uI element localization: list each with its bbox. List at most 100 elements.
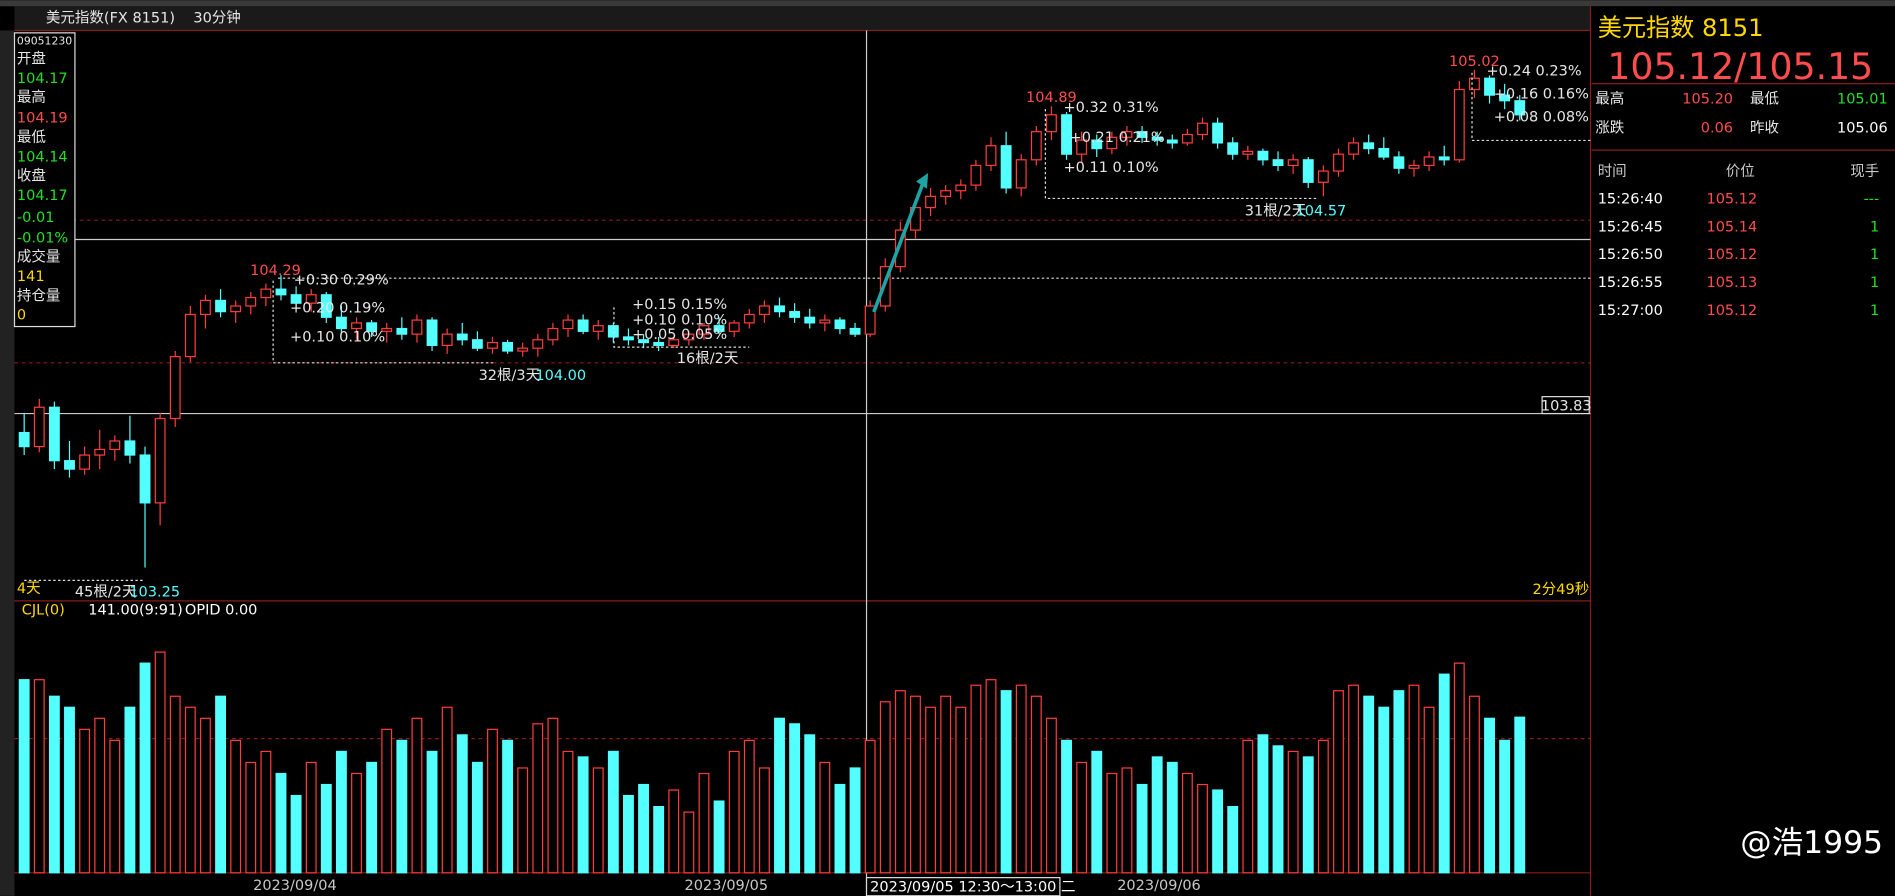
candle-body xyxy=(1363,142,1375,150)
volume-bar xyxy=(1302,756,1314,874)
tick-price: 105.14 xyxy=(1706,219,1757,235)
volume-bar xyxy=(683,811,695,874)
info-value: 104.14 xyxy=(17,149,68,165)
volume-bar xyxy=(1076,761,1088,874)
info-label: 持仓量 xyxy=(17,287,61,304)
volume-bar xyxy=(940,695,952,874)
volume-bar xyxy=(1121,767,1133,874)
volume-bar xyxy=(109,739,121,874)
tick-volume: 1 xyxy=(1870,275,1879,291)
quote-title: 美元指数 8151 xyxy=(1598,14,1764,42)
candle-body xyxy=(955,184,967,192)
cursor-time: 2023/09/05 12:30～13:00 二 xyxy=(870,879,1075,895)
price-box xyxy=(1541,396,1590,415)
candle-body xyxy=(245,296,257,307)
volume-bar xyxy=(1453,662,1465,874)
table-header: 时间 xyxy=(1598,163,1627,180)
volume-bar xyxy=(1317,739,1329,874)
annotation: 4天 xyxy=(17,581,41,597)
annotation: 45根/2天 xyxy=(75,583,137,600)
candle-body xyxy=(169,356,181,420)
candle-body xyxy=(305,294,317,304)
candle-body xyxy=(925,195,937,209)
candle-body xyxy=(230,305,242,313)
volume-bar xyxy=(1242,739,1254,874)
annotation: +0.05 0.05% xyxy=(632,327,727,343)
candle-body xyxy=(139,454,151,504)
candle-body xyxy=(894,229,906,268)
volume-bar xyxy=(864,739,876,874)
volume-bar xyxy=(577,756,589,874)
bracket xyxy=(1044,109,1318,200)
candle-body xyxy=(1257,150,1269,161)
candle-body xyxy=(789,311,801,318)
annotation: 103.25 xyxy=(129,584,180,600)
info-value: -0.01% xyxy=(17,230,68,246)
candle-body xyxy=(1302,159,1314,183)
candle-body xyxy=(713,325,725,332)
tick-price: 105.12 xyxy=(1706,247,1757,263)
candle-body xyxy=(683,333,695,341)
quote-value: 105.01 xyxy=(1837,91,1888,107)
candle-body xyxy=(623,336,634,341)
volume-bar xyxy=(139,662,151,874)
volume-bar xyxy=(819,761,831,874)
volume-bar xyxy=(789,723,801,874)
volume-bar xyxy=(230,739,242,874)
volume-bar xyxy=(623,794,634,874)
volume-bar xyxy=(1091,750,1103,874)
volume-bar xyxy=(1287,750,1299,874)
volume-bar xyxy=(471,761,483,874)
volume-bar xyxy=(532,723,544,874)
annotations: 104.29 +0.30 0.29% +0.20 0.19% +0.10 0.1… xyxy=(17,54,1592,619)
volume-bar xyxy=(1408,684,1420,874)
volume-bar xyxy=(33,679,45,874)
candle-body xyxy=(1197,122,1208,136)
volume-bar xyxy=(743,739,755,874)
quote-price: 105.12/105.15 xyxy=(1607,45,1873,88)
info-label: 开盘 xyxy=(17,49,46,67)
candle-body xyxy=(1212,122,1224,144)
candle-body xyxy=(532,339,544,349)
candle-body xyxy=(320,294,332,318)
x-label: 2023/09/06 xyxy=(1117,878,1201,894)
volume-bar xyxy=(335,750,347,874)
candle-body xyxy=(109,440,121,451)
volume-bar xyxy=(849,767,861,874)
annotation: 105.02 xyxy=(1449,54,1500,70)
candle-body xyxy=(48,406,60,462)
annotation: 104.89 xyxy=(1026,90,1077,106)
volume-bar xyxy=(411,717,423,874)
info-value: 141 xyxy=(17,269,45,285)
volume-bar xyxy=(169,695,181,874)
candle-body xyxy=(592,325,604,332)
candles xyxy=(18,69,1526,874)
tick-volume: 1 xyxy=(1870,247,1879,263)
candle-body xyxy=(517,347,529,352)
volume-bar xyxy=(260,750,272,874)
volume-bar xyxy=(910,695,921,874)
volume-bar xyxy=(48,695,60,874)
bracket xyxy=(272,280,496,364)
tick-time: 15:27:00 xyxy=(1598,303,1663,319)
candle-body xyxy=(1227,142,1239,155)
brackets xyxy=(24,72,1473,581)
candle-body xyxy=(1076,139,1088,155)
volume-bar xyxy=(1151,756,1163,874)
indicator-name[interactable]: CJL(0) xyxy=(22,603,65,619)
candle-body xyxy=(653,341,665,346)
annotation: 104.57 xyxy=(1296,204,1347,220)
info-box xyxy=(13,32,76,328)
quote-label: 昨收 xyxy=(1750,119,1779,136)
annotation: +0.15 0.15% xyxy=(632,297,727,313)
tick-volume: --- xyxy=(1864,192,1880,208)
table-header: 现手 xyxy=(1850,163,1879,180)
period[interactable]: 30分钟 xyxy=(193,9,240,26)
table-header: 价位 xyxy=(1726,163,1755,180)
annotation: +0.08 0.08% xyxy=(1494,109,1589,125)
symbol[interactable]: 美元指数(FX 8151) xyxy=(46,9,175,26)
volume-bar xyxy=(638,783,649,874)
volume-bar xyxy=(955,706,967,874)
tick-time: 15:26:50 xyxy=(1598,247,1663,263)
